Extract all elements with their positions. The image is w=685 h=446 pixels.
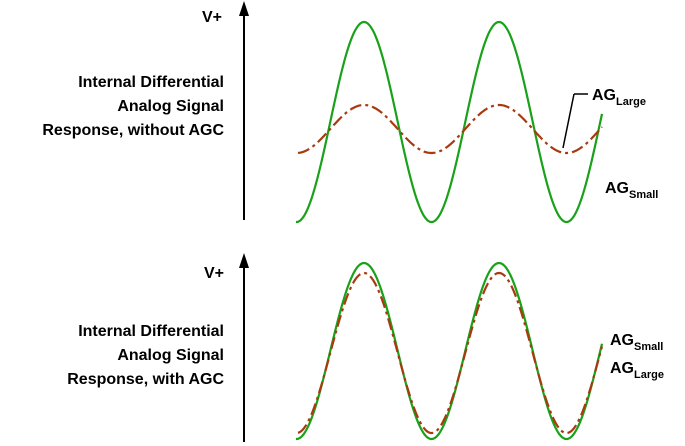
top-axis-arrowhead: [239, 1, 249, 16]
bottom-ag-small-label-sub: Small: [634, 341, 663, 353]
top-ag-small-label-base: AG: [605, 180, 629, 197]
bottom-description-line-1: Internal Differential: [78, 323, 224, 340]
bottom-ag-small-wave: [296, 261, 604, 441]
bottom-axis-label: V+: [204, 265, 224, 282]
bottom-axis-arrowhead: [239, 253, 249, 268]
bottom-description-line-2: Analog Signal: [117, 347, 224, 364]
bottom-ag-large-label-sub: Large: [634, 369, 664, 381]
top-ag-small-label-sub: Small: [629, 189, 658, 201]
top-ag-large-leader: [562, 93, 575, 149]
top-ag-large-label: AGLarge: [592, 87, 646, 108]
top-ag-large-label-sub: Large: [616, 96, 646, 108]
top-description-line-3: Response, without AGC: [42, 122, 224, 139]
bottom-panel: V+ Internal Differential Analog Signal R…: [67, 253, 664, 442]
top-ag-small-wave: [296, 20, 604, 224]
top-ag-small-label: AGSmall: [605, 180, 658, 201]
bottom-ag-small-label-base: AG: [610, 332, 634, 349]
bottom-description-line-3: Response, with AGC: [67, 371, 224, 388]
top-description-line-1: Internal Differential: [78, 74, 224, 91]
bottom-ag-small-label: AGSmall: [610, 332, 663, 353]
bottom-ag-large-label-base: AG: [610, 360, 634, 377]
top-description-line-2: Analog Signal: [117, 98, 224, 115]
bottom-ag-large-label: AGLarge: [610, 360, 664, 381]
top-panel: V+ Internal Differential Analog Signal R…: [42, 1, 658, 224]
top-ag-large-wave: [297, 103, 603, 155]
top-axis-label: V+: [202, 9, 222, 26]
top-ag-large-label-base: AG: [592, 87, 616, 104]
